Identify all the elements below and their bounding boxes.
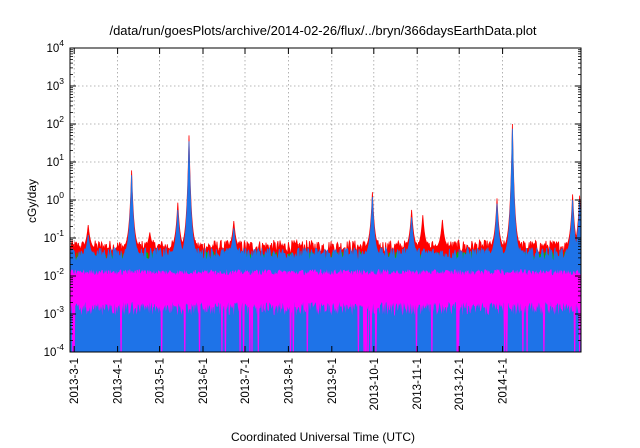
- x-tick-label: 2013-8-1: [283, 358, 295, 404]
- series-group: [70, 123, 581, 352]
- x-tick-label: 2013-11-1: [412, 358, 424, 410]
- y-tick-label: 10-3: [44, 304, 65, 321]
- y-tick-label: 104: [46, 38, 64, 55]
- x-tick-label: 2013-4-1: [113, 358, 125, 404]
- y-tick-label: 10-2: [44, 266, 65, 283]
- plot-frame: [69, 47, 582, 353]
- x-tick-label: 2014-1-1: [498, 358, 510, 404]
- y-tick-label: 10-1: [44, 228, 65, 245]
- x-tick-label: 2013-7-1: [240, 358, 252, 404]
- y-tick-label: 10-4: [44, 342, 65, 359]
- chart-title: /data/run/goesPlots/archive/2014-02-26/f…: [109, 23, 536, 38]
- y-axis-label: cGy/day: [25, 179, 39, 223]
- y-tick-label: 101: [46, 152, 64, 169]
- x-tick-label: 2013-5-1: [155, 358, 167, 404]
- x-axis-label: Coordinated Universal Time (UTC): [231, 430, 415, 444]
- y-tick-label: 102: [46, 114, 64, 131]
- series-band-3: [70, 269, 581, 316]
- y-tick-label: 103: [46, 76, 64, 93]
- x-tick-label: 2013-9-1: [327, 358, 339, 404]
- x-tick-label: 2013-3-1: [69, 358, 81, 404]
- x-tick-label: 2013-12-1: [454, 358, 466, 410]
- x-tick-label: 2013-6-1: [198, 358, 210, 404]
- axes: 10-4 10-3 10-2 10-1 100 101 102 103 104 2013-3-1 2…: [44, 38, 582, 410]
- x-tick-label: 2013-10-1: [369, 358, 381, 410]
- y-tick-label: 100: [46, 190, 64, 207]
